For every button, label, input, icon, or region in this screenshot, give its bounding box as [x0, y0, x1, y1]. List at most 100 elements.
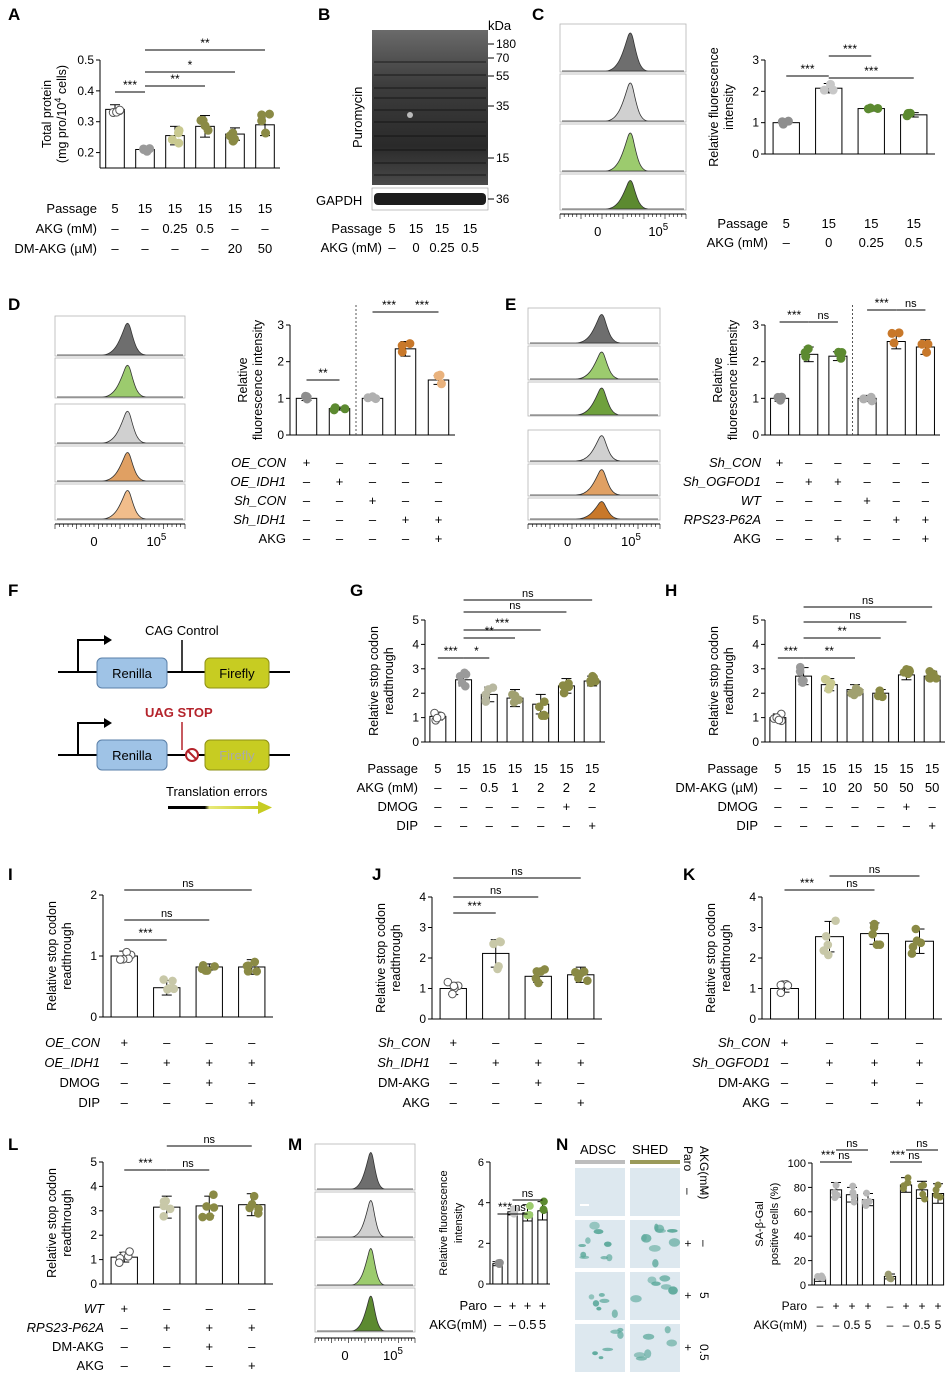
condition-label: AKG [259, 531, 286, 546]
condition-value: 15 [899, 761, 913, 776]
condition-value: 15 [907, 216, 921, 231]
y-tick-label: 4 [752, 637, 759, 651]
condition-value: + [120, 1301, 128, 1316]
panel-n-conditions: Paro – + + + – + + +AKG(mM) – –0.5 5– –0.5 5 [754, 1299, 942, 1332]
data-point [261, 128, 271, 138]
panel-j-chart: 0 1 2 3 4 Relative stop codon readthrough *** ns… [374, 866, 602, 1026]
bar [829, 1189, 843, 1286]
flow-axis-label: 105 [648, 222, 668, 239]
data-point [907, 949, 917, 958]
data-point [859, 394, 869, 404]
condition-value: – [817, 1318, 824, 1332]
bar [238, 966, 266, 1018]
condition-label: Sh_OGFOD1 [692, 1055, 770, 1070]
condition-value: – [111, 221, 119, 236]
y-tick-label: 4 [90, 1179, 97, 1193]
histogram-frame [527, 497, 661, 521]
condition-label: OE_CON [45, 1035, 101, 1050]
condition-value: 20 [848, 780, 862, 795]
translation-errors-label: Translation errors [166, 784, 268, 799]
histogram-peak [530, 469, 658, 496]
data-point [925, 667, 934, 676]
condition-value: – [800, 780, 808, 795]
y-tick-label: 0 [90, 1010, 97, 1024]
col-label-adsc: ADSC [580, 1142, 616, 1157]
data-point [448, 989, 457, 999]
panel-e-conditions: Sh_CON + – – – – –Sh_OGFOD1– + + – – –WT – – – + – –RPS23… [683, 455, 930, 546]
data-point [559, 688, 569, 697]
data-point [540, 1197, 548, 1206]
histogram-peak [530, 387, 658, 416]
panel-b-conditions: Passage 5 15 15 15 AKG (mM) – 0 0.25 0.5 [321, 221, 479, 255]
condition-label: AKG [743, 1095, 770, 1110]
condition-label: Sh_CON [378, 1035, 431, 1050]
data-point [826, 678, 836, 688]
bar [105, 108, 125, 169]
row-paro: + [681, 1240, 695, 1247]
condition-value: 0.5 [905, 235, 923, 250]
data-point [203, 966, 212, 975]
bar [110, 955, 138, 1018]
condition-value: 15 [533, 761, 547, 776]
condition-value: + [492, 1055, 500, 1070]
data-point [159, 1212, 169, 1221]
data-point [243, 961, 253, 970]
data-point [936, 1193, 944, 1201]
condition-value: 2 [563, 780, 570, 795]
data-point [484, 685, 493, 694]
histogram-peak [530, 351, 658, 380]
condition-value: 15 [463, 221, 477, 236]
condition-value: – [826, 818, 834, 833]
y-axis-label: fluorescence intensity [251, 319, 265, 440]
stained-cell [652, 1259, 659, 1268]
significance-label: ns [908, 1150, 920, 1162]
condition-label: DMOG [378, 799, 418, 814]
condition-value: – [922, 455, 930, 470]
significance-label: *** [495, 616, 509, 630]
condition-value: + [534, 1055, 542, 1070]
condition-value: + [205, 1055, 213, 1070]
significance-label: ns [818, 310, 830, 322]
data-point [449, 981, 459, 991]
condition-value: – [434, 780, 442, 795]
significance-label: ns [161, 908, 173, 920]
data-point [902, 665, 911, 674]
condition-value: 5 [783, 216, 790, 231]
micrograph [630, 1168, 680, 1216]
condition-value: – [509, 1317, 517, 1332]
flow-axis-label: 0 [564, 534, 571, 549]
panel-letter-c: C [532, 5, 544, 24]
condition-value: – [450, 1095, 458, 1110]
significance-label: *** [498, 1200, 512, 1214]
condition-value: 0.5 [480, 780, 498, 795]
condition-value: – [817, 1299, 824, 1313]
condition-value: + [848, 1299, 855, 1313]
flow-axis-label: 105 [621, 532, 641, 549]
data-point [583, 976, 592, 986]
data-point [257, 116, 267, 126]
bar [861, 1199, 875, 1286]
condition-value: – [388, 240, 396, 255]
condition-value: 5 [865, 1318, 872, 1332]
bar [482, 952, 510, 1020]
stained-cell [598, 1356, 604, 1360]
y-tick-label: 60 [794, 1207, 806, 1219]
condition-value: – [922, 493, 930, 508]
data-point [850, 1198, 858, 1206]
histogram-peak [57, 410, 183, 444]
puromycin-blot [372, 30, 488, 185]
condition-value: 15 [435, 221, 449, 236]
data-point [202, 1202, 211, 1211]
y-tick-label: 0 [800, 1280, 806, 1292]
condition-value: – [826, 1095, 834, 1110]
significance-label: ns [490, 885, 502, 897]
condition-value: 0.25 [859, 235, 884, 250]
panel-k-chart: 0 1 2 3 4 Relative stop codon readthrough *** ns… [704, 864, 942, 1026]
condition-value: – [248, 1339, 256, 1354]
stained-cell [585, 1237, 591, 1244]
y-tick-label: 0.5 [77, 53, 94, 67]
significance-label: *** [821, 1148, 835, 1162]
histogram-frame [314, 1143, 416, 1191]
condition-label: WT [84, 1301, 105, 1316]
